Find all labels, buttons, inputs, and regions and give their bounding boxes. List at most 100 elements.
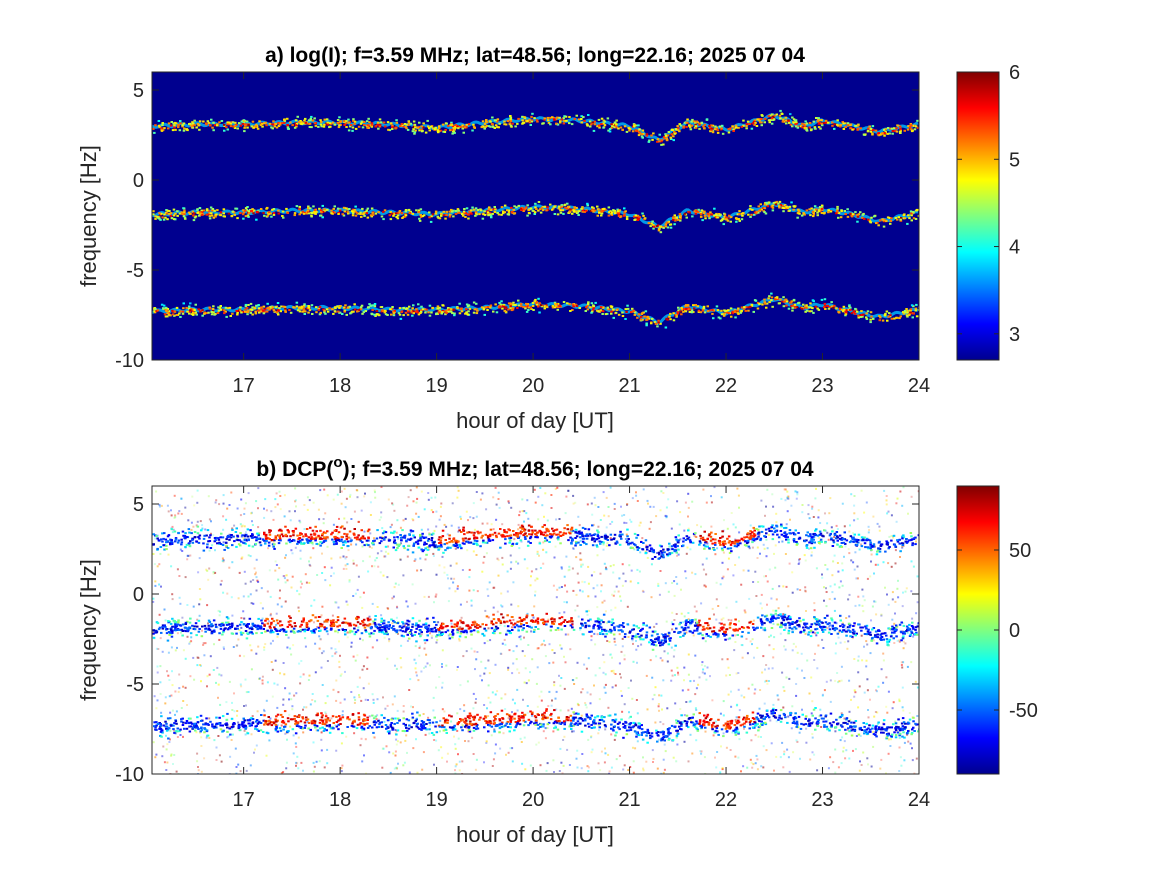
dcp-noise-point [796,667,799,670]
intensity-point [507,213,511,216]
dcp-noise-point [848,710,851,713]
dcp-noise-point [457,489,460,492]
dcp-noise-point [361,668,364,671]
dcp-noise-point [556,486,559,489]
dcp-noise-point [445,664,448,667]
intensity-point [857,124,860,127]
intensity-point [813,208,816,211]
intensity-point [466,213,469,216]
dcp-noise-point [518,636,521,639]
intensity-point [362,121,366,123]
dcp-noise-point [869,698,871,701]
dcp-noise-point [201,629,203,632]
intensity-point [484,306,487,309]
dcp-noise-point [363,495,366,498]
dcp-noise-point [586,613,589,616]
dcp-noise-point [854,551,857,554]
intensity-point [647,140,651,143]
intensity-point [450,121,453,124]
intensity-point [782,210,785,213]
dcp-noise-point [867,709,869,711]
dcp-noise-point [240,685,243,688]
dcp-noise-point [475,554,478,556]
intensity-point [413,131,417,134]
intensity-point [284,310,287,313]
intensity-point [250,125,253,128]
dcp-noise-point [280,531,283,534]
intensity-point [420,305,423,308]
dcp-noise-point [801,669,803,672]
intensity-point [467,304,471,307]
dcp-noise-point [620,694,623,697]
intensity-point [669,138,673,140]
intensity-point [745,127,748,130]
intensity-point [831,124,834,127]
dcp-noise-point [445,525,448,528]
intensity-point [378,123,382,126]
intensity-point [633,125,636,128]
dcp-noise-point [570,531,573,534]
dcp-noise-point [710,495,712,498]
dcp-noise-point [841,736,844,739]
dcp-noise-point [470,599,473,602]
intensity-point [693,210,696,213]
dcp-noise-point [206,604,209,607]
dcp-noise-point [164,619,167,622]
dcp-noise-point [547,618,550,621]
intensity-point [532,309,535,311]
dcp-noise-point [756,546,759,549]
dcp-noise-point [338,666,341,669]
intensity-point [788,205,792,208]
dcp-noise-point [459,603,462,606]
intensity-point [565,119,568,122]
intensity-point [472,311,476,314]
intensity-point [229,125,233,128]
dcp-noise-point [670,621,673,624]
dcp-noise-point [289,725,292,728]
dcp-noise-point [847,640,850,643]
dcp-noise-point [841,584,844,587]
dcp-noise-point [805,727,808,730]
dcp-noise-point [213,739,216,742]
intensity-point [405,127,408,130]
dcp-noise-point [656,552,659,554]
dcp-noise-point [439,505,442,508]
intensity-point [684,309,687,312]
intensity-point [871,133,874,136]
dcp-noise-point [810,551,813,554]
dcp-noise-point [325,713,328,716]
dcp-noise-point [734,538,737,541]
dcp-noise-point [173,516,176,519]
intensity-point [790,201,793,204]
intensity-point [526,214,529,217]
dcp-noise-point [615,585,618,588]
intensity-point [429,220,433,223]
intensity-point [236,311,239,314]
intensity-point [398,313,402,316]
intensity-point [732,128,735,131]
dcp-noise-point [849,718,852,721]
dcp-noise-point [304,637,307,640]
intensity-point [226,128,229,131]
dcp-noise-point [187,519,190,522]
dcp-noise-point [263,649,266,651]
intensity-point [369,304,372,307]
dcp-noise-point [199,664,202,666]
intensity-point [639,132,642,135]
intensity-point [824,308,827,310]
intensity-point [679,219,682,222]
dcp-noise-point [710,501,713,504]
dcp-noise-point [745,637,748,640]
intensity-point [271,208,274,211]
dcp-noise-point [299,682,302,685]
intensity-point [411,212,415,215]
intensity-point [419,215,423,218]
dcp-noise-point [642,767,645,770]
dcp-noise-point [400,644,403,647]
intensity-point [747,306,750,309]
intensity-point [663,137,666,140]
intensity-point [530,120,533,123]
intensity-point [214,215,217,218]
intensity-point [445,214,448,216]
intensity-point [382,210,385,213]
